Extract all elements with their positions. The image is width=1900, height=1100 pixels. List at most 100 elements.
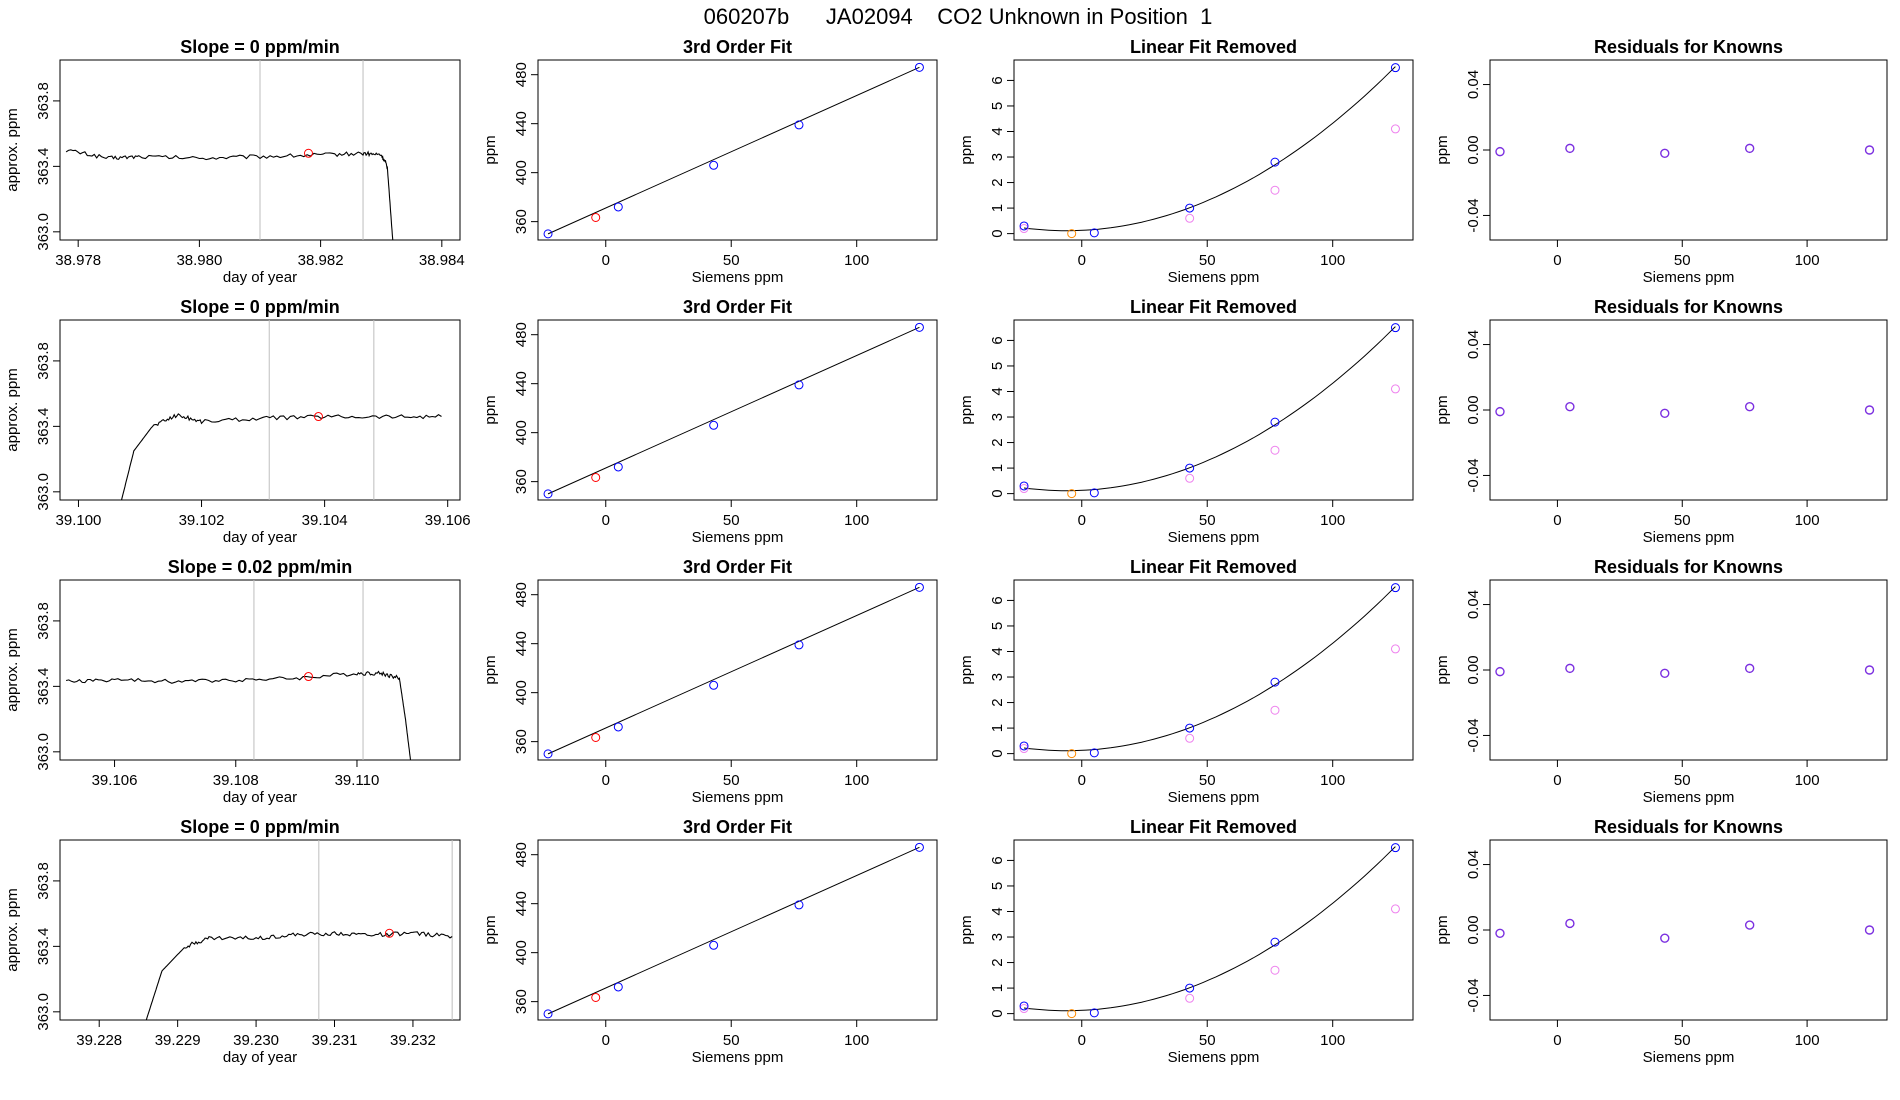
x-tick-label: 0 — [1078, 252, 1086, 269]
linear-removed-point — [1185, 213, 1195, 223]
fit-curve — [547, 846, 920, 1015]
x-axis-label: Siemens ppm — [1643, 1049, 1735, 1066]
residual-point — [1864, 925, 1875, 935]
known-point — [1019, 221, 1029, 231]
y-tick-label: 363.8 — [35, 862, 52, 900]
panel-title: Residuals for Knowns — [1594, 37, 1783, 57]
plot-area — [1019, 63, 1400, 239]
y-tick-label: 400 — [513, 680, 530, 705]
x-tick-label: 100 — [1795, 1032, 1820, 1049]
unknown-point — [591, 732, 601, 742]
y-axis-label: ppm — [958, 395, 975, 424]
linear-removed-point — [1390, 384, 1400, 394]
y-tick-label: 5 — [989, 102, 1006, 110]
y-tick-label: 6 — [989, 336, 1006, 344]
residual-point — [1660, 148, 1670, 158]
panel-fit-row-4: 3rd Order Fit 0 50 100 360 400 440 480 Siemens p… — [482, 817, 938, 1066]
y-tick-label: 363.0 — [35, 733, 52, 771]
y-tick-label: 480 — [513, 582, 530, 607]
panel-title: Residuals for Knowns — [1594, 557, 1783, 577]
plot-area — [145, 840, 453, 1020]
x-axis-label: Siemens ppm — [1168, 269, 1260, 286]
known-point — [1089, 228, 1099, 238]
known-point — [1390, 323, 1400, 333]
x-tick-label: 50 — [1674, 252, 1691, 269]
y-tick-label: 0.00 — [1465, 915, 1482, 944]
y-tick-label: 6 — [989, 856, 1006, 864]
known-point — [543, 749, 553, 759]
panel-trace-row-4: Slope = 0 ppm/min 39.228 39.229 39.230 39.23… — [4, 817, 461, 1066]
panel-linear-row-4: Linear Fit Removed 0 50 100 0 1 2 3 4 5 6 Siemens p… — [958, 817, 1414, 1066]
known-point — [1185, 203, 1195, 213]
y-tick-label: 363.4 — [35, 928, 52, 966]
known-point — [613, 462, 623, 472]
panel-trace-row-3: Slope = 0.02 ppm/min 39.106 39.108 39.110 36… — [4, 557, 461, 806]
y-tick-label: 4 — [989, 387, 1006, 395]
x-tick-label: 100 — [1320, 512, 1345, 529]
x-tick-label: 38.982 — [298, 252, 344, 269]
residual-point — [1565, 143, 1575, 154]
x-tick-label: 100 — [1320, 1032, 1345, 1049]
plot-frame — [1489, 579, 1888, 761]
y-tick-label: 0 — [989, 229, 1006, 237]
y-axis-label: ppm — [482, 135, 499, 164]
known-point — [1390, 63, 1400, 73]
y-tick-label: 0.00 — [1465, 135, 1482, 164]
x-axis-label: Siemens ppm — [692, 529, 784, 546]
y-tick-label: -0.04 — [1465, 978, 1482, 1012]
x-tick-label: 0 — [602, 512, 610, 529]
residual-point — [1864, 665, 1875, 675]
linear-removed-point — [1270, 705, 1280, 715]
linear-removed-point — [1390, 904, 1400, 914]
known-point — [1089, 748, 1099, 758]
x-axis-label: Siemens ppm — [1643, 269, 1735, 286]
y-axis-label: ppm — [1434, 395, 1451, 424]
y-tick-label: -0.04 — [1465, 458, 1482, 492]
known-point — [794, 120, 804, 130]
residual-point — [1565, 663, 1575, 674]
quadratic-curve — [1023, 846, 1396, 1012]
quadratic-curve — [1023, 66, 1396, 232]
panel-residuals-row-2: Residuals for Knowns 0 50 100 -0.04 0.00 0.04 S… — [1434, 297, 1888, 546]
x-axis-label: day of year — [223, 1049, 297, 1066]
y-tick-label: 363.0 — [35, 473, 52, 511]
x-tick-label: 50 — [1199, 772, 1216, 789]
known-point — [613, 982, 623, 992]
linear-removed-point — [1019, 1004, 1029, 1014]
y-tick-label: 360 — [513, 989, 530, 1014]
x-tick-label: 39.106 — [425, 512, 471, 529]
known-point — [1019, 1001, 1029, 1011]
residual-point — [1565, 402, 1575, 412]
y-tick-label: 0.04 — [1465, 850, 1482, 879]
known-point — [1185, 463, 1195, 473]
plot-area — [543, 582, 924, 759]
plot-frame — [1013, 319, 1414, 501]
panel-residuals-row-3: Residuals for Knowns 0 50 100 -0.04 0.00 0.04 S… — [1434, 557, 1888, 806]
y-tick-label: 400 — [513, 420, 530, 445]
known-point — [1270, 157, 1280, 167]
x-tick-label: 39.102 — [179, 512, 225, 529]
y-tick-label: 0.04 — [1465, 70, 1482, 99]
known-point — [794, 380, 804, 390]
y-tick-label: 0 — [989, 489, 1006, 497]
x-axis-label: Siemens ppm — [1643, 789, 1735, 806]
plot-frame — [1489, 839, 1888, 1021]
linear-removed-point — [1019, 224, 1029, 234]
y-tick-label: 360 — [513, 209, 530, 234]
residual-point — [1660, 408, 1670, 418]
y-tick-label: 363.8 — [35, 342, 52, 380]
known-point — [543, 489, 553, 499]
x-tick-label: 50 — [1199, 1032, 1216, 1049]
known-point — [914, 842, 924, 852]
y-tick-label: 0.00 — [1465, 395, 1482, 424]
known-point — [1185, 983, 1195, 993]
x-axis-label: day of year — [223, 269, 297, 286]
panel-grid: Slope = 0 ppm/min 38.978 38.980 38.982 38.98… — [4, 37, 1888, 1066]
panel-title: Slope = 0 ppm/min — [180, 297, 340, 317]
x-tick-label: 50 — [1674, 512, 1691, 529]
panel-title: Linear Fit Removed — [1130, 557, 1297, 577]
x-tick-label: 100 — [844, 772, 869, 789]
y-tick-label: 0.04 — [1465, 330, 1482, 359]
x-axis-label: Siemens ppm — [692, 789, 784, 806]
fit-curve — [547, 66, 920, 235]
